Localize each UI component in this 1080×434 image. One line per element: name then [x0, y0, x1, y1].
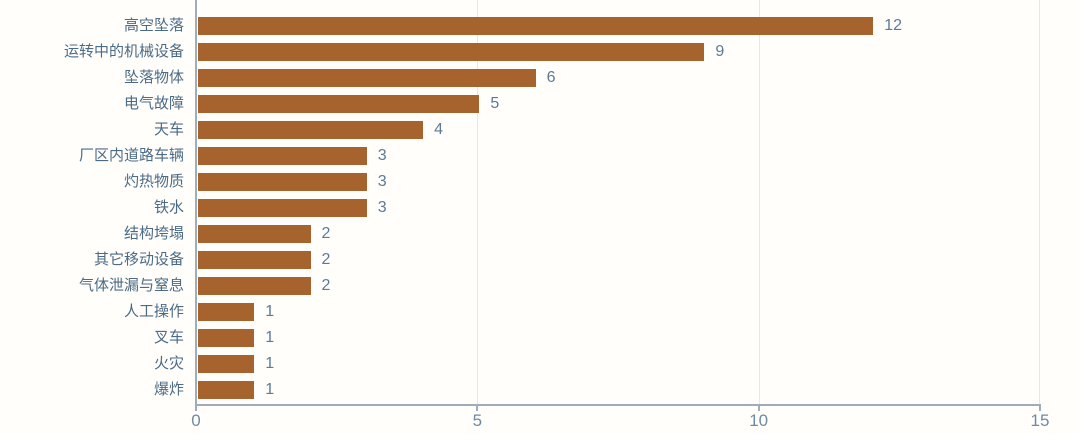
x-axis-tick: [757, 406, 760, 411]
bar: [198, 173, 367, 191]
value-label: 3: [377, 173, 387, 190]
bar: [198, 381, 255, 399]
bar: [198, 95, 480, 113]
category-label: 高空坠落: [123, 17, 184, 34]
gridline: [1039, 0, 1040, 404]
category-label: 铁水: [153, 199, 184, 216]
bar: [198, 69, 536, 87]
value-label: 3: [377, 199, 387, 216]
x-axis-tick-label: 0: [191, 411, 201, 430]
x-axis-line: [195, 404, 1041, 406]
value-label: 1: [265, 381, 275, 398]
category-label: 结构垮塌: [123, 225, 184, 242]
category-label: 运转中的机械设备: [63, 43, 184, 60]
value-label: 5: [490, 95, 500, 112]
bar: [198, 277, 311, 295]
bar: [198, 147, 367, 165]
x-axis-tick-label: 10: [749, 411, 769, 430]
category-label: 火灾: [153, 355, 184, 372]
value-label: 2: [321, 225, 331, 242]
x-axis-tick: [476, 406, 479, 411]
y-axis-line: [195, 0, 197, 405]
plot-area: 12 9 6 5 4 3 3 3 2 2 2 1 1 1 1: [196, 0, 1040, 404]
value-label: 4: [434, 121, 443, 138]
x-axis-tick: [195, 406, 197, 411]
bar: [198, 329, 255, 347]
gridline: [477, 0, 479, 404]
value-label: 9: [715, 43, 725, 60]
gridline: [758, 0, 760, 404]
x-axis-tick-label: 5: [472, 411, 483, 430]
bar: [198, 251, 311, 269]
value-label: 1: [265, 355, 275, 372]
bar: [198, 43, 705, 61]
category-label: 爆炸: [153, 381, 184, 398]
category-label: 电气故障: [123, 95, 184, 112]
value-label: 2: [321, 277, 331, 294]
category-label: 坠落物体: [123, 69, 184, 86]
category-label: 天车: [153, 121, 184, 138]
category-label: 人工操作: [123, 303, 184, 320]
value-label: 3: [377, 147, 387, 164]
bar: [198, 355, 255, 373]
bar: [198, 17, 874, 35]
x-axis-tick: [1039, 406, 1041, 411]
category-label: 灼热物质: [123, 173, 184, 190]
bar: [198, 303, 255, 321]
bar: [198, 199, 367, 217]
category-label: 其它移动设备: [93, 251, 184, 268]
value-label: 1: [265, 329, 275, 346]
category-label: 叉车: [153, 329, 184, 346]
value-label: 2: [321, 251, 331, 268]
bar: [198, 225, 311, 243]
category-label: 气体泄漏与窒息: [78, 277, 184, 294]
bar: [198, 121, 424, 139]
x-axis-tick-label: 15: [1030, 411, 1050, 430]
value-label: 1: [265, 303, 275, 320]
value-label: 12: [884, 17, 902, 34]
value-label: 6: [546, 69, 556, 86]
category-label: 厂区内道路车辆: [78, 147, 184, 164]
